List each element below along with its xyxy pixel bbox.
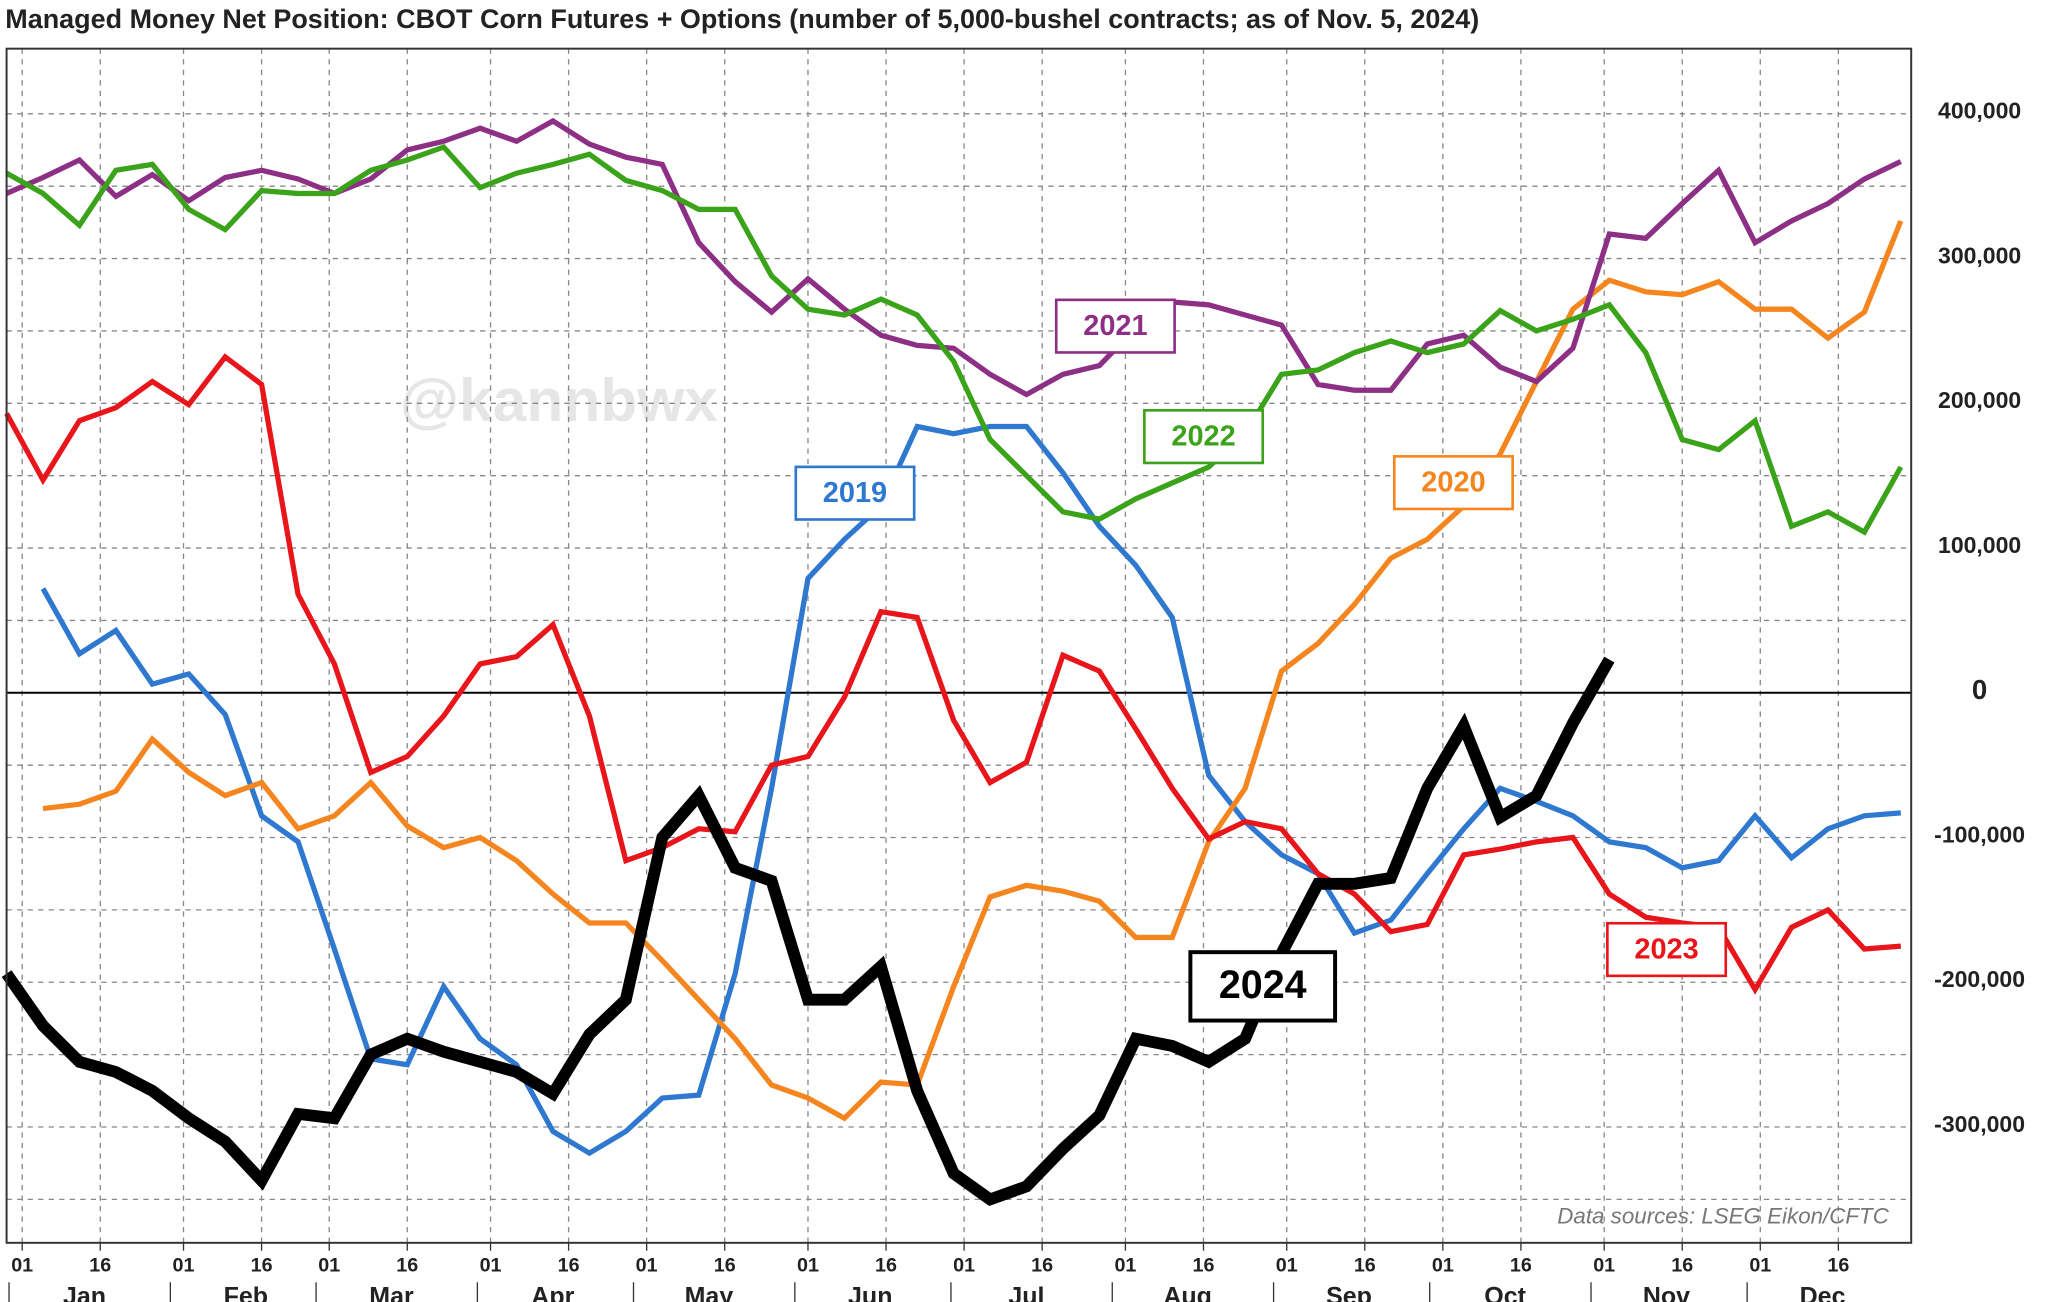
x-tick-label: 01 (173, 1255, 195, 1277)
series-label-box (1143, 409, 1265, 465)
x-tick-label: 01 (1593, 1255, 1615, 1277)
y-tick-label: -100,000 (1934, 821, 2025, 847)
plot-frame (5, 47, 1913, 1244)
x-tick-label: 16 (1510, 1255, 1532, 1277)
x-tick-label: 01 (1114, 1255, 1136, 1277)
x-tick-label: 16 (1031, 1255, 1053, 1277)
x-tick-label: 01 (480, 1255, 502, 1277)
series-line (5, 143, 1904, 536)
y-tick-label: 300,000 (1938, 242, 2021, 268)
x-tick-label: 16 (875, 1255, 897, 1277)
y-tick-label: 100,000 (1938, 532, 2021, 558)
series-line (5, 117, 1902, 398)
x-tick-label: 16 (1354, 1255, 1376, 1277)
x-tick-label: 01 (1432, 1255, 1454, 1277)
series-line (40, 423, 1902, 1157)
month-label: Sep (1326, 1283, 1372, 1302)
x-tick-label: 01 (953, 1255, 975, 1277)
month-label: Jun (848, 1283, 892, 1302)
watermark: @kannbwx (400, 366, 718, 434)
series-label-box (794, 465, 916, 521)
x-tick-label: 16 (396, 1255, 418, 1277)
month-label: Apr (531, 1283, 574, 1302)
x-tick-label: 01 (11, 1255, 33, 1277)
series-label: 2022 (1171, 421, 1235, 453)
series-label-box (1392, 455, 1514, 511)
month-label: Jan (63, 1283, 106, 1302)
month-label: Mar (369, 1283, 414, 1302)
y-tick-label: 0 (1972, 674, 1987, 705)
series-label-box (1606, 921, 1728, 978)
x-tick-label: 16 (89, 1255, 111, 1277)
grid (6, 48, 1912, 1251)
x-tick-label: 16 (558, 1255, 580, 1277)
source-note: Data sources: LSEG Eikon/CFTC (1557, 1204, 1889, 1229)
month-label: Oct (1484, 1283, 1526, 1302)
series-label-box (1188, 950, 1338, 1023)
y-tick-label: -300,000 (1934, 1111, 2025, 1137)
x-tick-label: 01 (1749, 1255, 1771, 1277)
x-tick-label: 01 (1276, 1255, 1298, 1277)
x-tick-label: 16 (251, 1255, 273, 1277)
chart-title: Managed Money Net Position: CBOT Corn Fu… (5, 4, 1479, 34)
y-tick-label: -200,000 (1934, 966, 2025, 992)
series-line (1, 656, 1615, 1207)
month-label: Jul (1008, 1283, 1044, 1302)
x-tick-label: 16 (1827, 1255, 1849, 1277)
month-label: May (685, 1283, 734, 1302)
x-tick-label: 16 (1193, 1255, 1215, 1277)
series-label: 2023 (1634, 933, 1698, 965)
x-tick-label: 01 (797, 1255, 819, 1277)
series-label-box (1054, 298, 1176, 354)
month-label: Dec (1800, 1283, 1846, 1302)
month-label: Feb (224, 1283, 268, 1302)
series-label: 2019 (823, 477, 887, 509)
y-tick-label: 400,000 (1938, 98, 2021, 124)
series-line (4, 353, 1902, 995)
lines (1, 117, 1904, 1207)
y-tick-label: 200,000 (1938, 387, 2021, 413)
x-tick-label: 01 (318, 1255, 340, 1277)
labels: 01 16 01 16 01 16 01 16 01 16 01 16 01 16 01 16 01 16 01 16… (8, 98, 2025, 1302)
x-tick-label: 16 (714, 1255, 736, 1277)
month-label: Aug (1163, 1283, 1212, 1302)
series-label: 2021 (1083, 310, 1147, 342)
month-label: Nov (1643, 1283, 1690, 1302)
x-tick-label: 16 (1671, 1255, 1693, 1277)
series-label: 2024 (1219, 963, 1307, 1007)
series-label: 2020 (1421, 467, 1485, 499)
x-tick-label: 01 (636, 1255, 658, 1277)
